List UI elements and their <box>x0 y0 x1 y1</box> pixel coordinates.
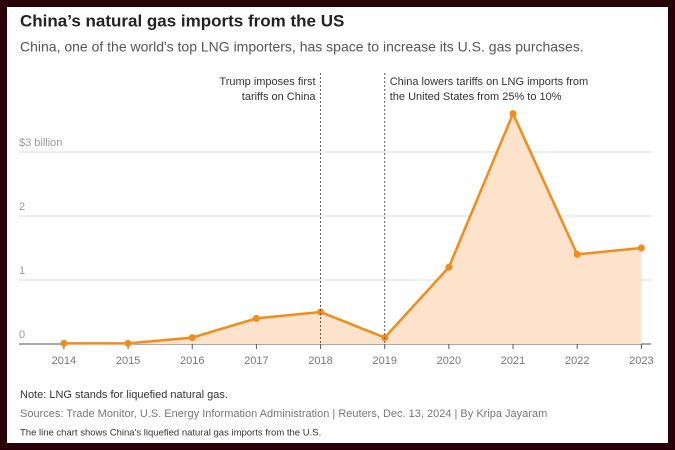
x-tick-label: 2019 <box>372 355 396 367</box>
x-tick-label: 2014 <box>52 355 76 367</box>
y-tick-label: 0 <box>19 329 25 341</box>
point <box>188 334 196 342</box>
y-tick-label: $3 billion <box>19 137 62 149</box>
x-tick-label: 2016 <box>180 355 204 367</box>
point <box>509 110 517 118</box>
x-tick-label: 2023 <box>629 355 653 367</box>
point <box>573 250 581 258</box>
x-tick-label: 2018 <box>308 355 332 367</box>
annotation-text: the United States from 25% to 10% <box>390 91 562 103</box>
point <box>60 339 68 347</box>
x-tick-label: 2017 <box>244 355 268 367</box>
point <box>317 308 325 316</box>
area <box>63 113 642 344</box>
point <box>124 339 132 347</box>
note: Note: LNG stands for liquefied natural g… <box>20 389 228 401</box>
x-tick-label: 2020 <box>437 355 461 367</box>
y-tick-label: 2 <box>19 201 25 213</box>
point <box>445 263 453 271</box>
point <box>252 314 260 322</box>
caption: The line chart shows China's liquefied n… <box>20 428 321 439</box>
chart-title: China’s natural gas imports from the US <box>20 11 344 30</box>
source: Sources: Trade Monitor, U.S. Energy Info… <box>20 408 547 420</box>
point <box>637 244 645 252</box>
chart-subtitle: China, one of the world's top LNG import… <box>20 39 584 55</box>
x-tick-label: 2022 <box>565 355 589 367</box>
x-tick-label: 2021 <box>501 355 525 367</box>
annotation-text: China lowers tariffs on LNG imports from <box>390 76 588 88</box>
annotation-text: tariffs on China <box>242 91 317 103</box>
y-tick-label: 1 <box>19 265 25 277</box>
x-tick-label: 2015 <box>116 355 140 367</box>
line <box>63 110 642 345</box>
annotation-text: Trump imposes first <box>219 76 315 88</box>
